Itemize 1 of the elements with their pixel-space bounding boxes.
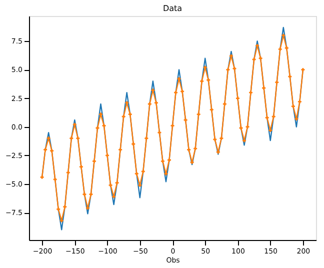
chart-title: Data [162,4,182,13]
